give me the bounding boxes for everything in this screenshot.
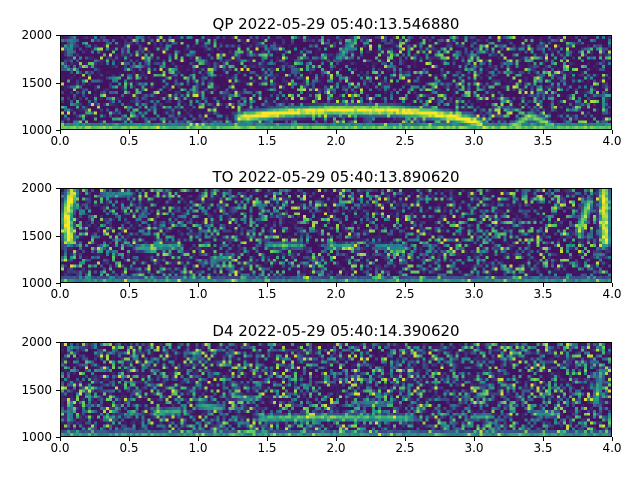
y-tick-mark: [56, 283, 60, 284]
subplot-d4: D4 2022-05-29 05:40:14.390620 1000 1500 20…: [0, 315, 640, 465]
y-tick-label: 1000: [21, 276, 52, 290]
x-tick-label: 0.5: [119, 287, 139, 301]
x-tick-mark: [267, 283, 268, 287]
x-tick-mark: [336, 283, 337, 287]
y-tick-mark: [56, 82, 60, 84]
y-tick-label: 1500: [21, 228, 52, 243]
x-tick-label: 0.5: [119, 134, 139, 148]
subplot-title: D4 2022-05-29 05:40:14.390620: [212, 322, 460, 340]
x-tick-label: 4.0: [602, 134, 622, 148]
x-tick-label: 0.5: [119, 441, 139, 455]
x-tick-mark: [198, 283, 199, 287]
x-tick-label: 3.5: [533, 134, 553, 148]
x-tick-mark: [543, 437, 544, 441]
x-tick-label: 0.0: [50, 287, 70, 301]
x-tick-mark: [60, 130, 61, 134]
subplot-title: QP 2022-05-29 05:40:13.546880: [212, 15, 460, 33]
plot-frame: [60, 188, 612, 283]
x-tick-mark: [336, 130, 337, 134]
x-tick-mark: [474, 437, 475, 441]
subplot-qp: QP 2022-05-29 05:40:13.546880 1000 1500 20…: [0, 8, 640, 158]
x-tick-mark: [543, 283, 544, 287]
y-tick-mark: [56, 235, 60, 237]
x-tick-label: 2.5: [395, 441, 415, 455]
subplot-to: TO 2022-05-29 05:40:13.890620 1000 1500 20…: [0, 161, 640, 311]
y-tick-label: 2000: [21, 181, 52, 195]
x-tick-mark: [198, 130, 199, 134]
y-tick-mark: [56, 437, 60, 438]
x-tick-mark: [612, 437, 613, 441]
x-tick-mark: [267, 437, 268, 441]
x-tick-mark: [267, 130, 268, 134]
x-tick-label: 2.0: [326, 134, 346, 148]
subplot-title: TO 2022-05-29 05:40:13.890620: [212, 168, 460, 186]
x-tick-mark: [612, 130, 613, 134]
x-tick-mark: [129, 130, 130, 134]
x-tick-mark: [405, 130, 406, 134]
x-tick-mark: [405, 437, 406, 441]
y-tick-label: 1000: [21, 430, 52, 444]
plot-frame: [60, 35, 612, 130]
spectrogram-canvas: [61, 36, 611, 129]
x-tick-mark: [198, 437, 199, 441]
y-tick-label: 1500: [21, 75, 52, 90]
y-tick-mark: [56, 342, 60, 343]
x-tick-label: 2.0: [326, 287, 346, 301]
y-tick-label: 2000: [21, 335, 52, 349]
y-tick-mark: [56, 35, 60, 36]
x-tick-mark: [543, 130, 544, 134]
y-tick-label: 1500: [21, 382, 52, 397]
x-tick-label: 1.5: [257, 287, 277, 301]
x-tick-mark: [129, 437, 130, 441]
x-tick-mark: [60, 283, 61, 287]
x-tick-mark: [474, 283, 475, 287]
x-tick-label: 1.0: [188, 441, 208, 455]
spectrogram-canvas: [61, 343, 611, 436]
spectrogram-canvas: [61, 189, 611, 282]
plot-frame: [60, 342, 612, 437]
x-tick-label: 2.5: [395, 287, 415, 301]
y-tick-mark: [56, 130, 60, 131]
x-tick-label: 0.0: [50, 441, 70, 455]
x-tick-label: 3.0: [464, 287, 484, 301]
y-tick-label: 2000: [21, 28, 52, 42]
x-tick-mark: [405, 283, 406, 287]
x-tick-label: 1.0: [188, 287, 208, 301]
y-tick-mark: [56, 389, 60, 391]
x-tick-mark: [60, 437, 61, 441]
x-tick-label: 4.0: [602, 441, 622, 455]
x-tick-label: 3.5: [533, 441, 553, 455]
x-tick-label: 2.0: [326, 441, 346, 455]
x-tick-label: 1.0: [188, 134, 208, 148]
y-tick-label: 1000: [21, 123, 52, 137]
x-tick-label: 2.5: [395, 134, 415, 148]
x-tick-label: 1.5: [257, 441, 277, 455]
x-tick-label: 3.0: [464, 134, 484, 148]
x-tick-mark: [474, 130, 475, 134]
x-tick-label: 0.0: [50, 134, 70, 148]
x-tick-label: 3.0: [464, 441, 484, 455]
x-tick-mark: [336, 437, 337, 441]
x-tick-label: 1.5: [257, 134, 277, 148]
x-tick-mark: [129, 283, 130, 287]
x-tick-mark: [612, 283, 613, 287]
x-tick-label: 4.0: [602, 287, 622, 301]
x-tick-label: 3.5: [533, 287, 553, 301]
y-tick-mark: [56, 188, 60, 189]
